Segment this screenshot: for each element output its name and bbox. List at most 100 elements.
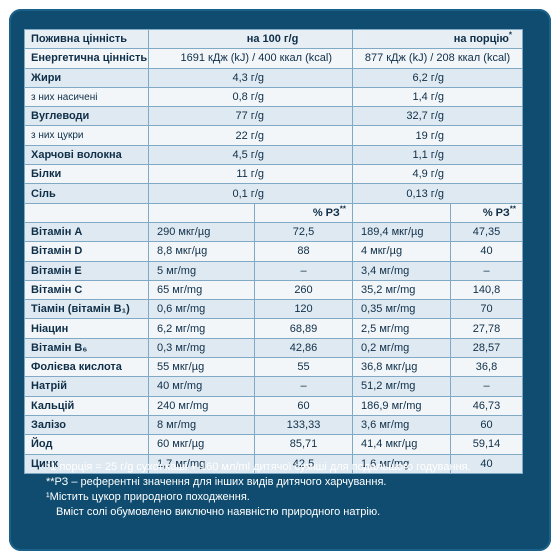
nutrient-label: Сіль	[24, 183, 149, 204]
vitamin-row: Залізо 8 мг/mg 133,33 3,6 мг/mg 60	[24, 414, 523, 436]
nutrient-per-serving: 19 г/g	[352, 125, 523, 146]
footnote-sugar: ¹Містить цукор природного походження.	[46, 491, 250, 503]
vitamin-pct-ri-100g: –	[254, 376, 353, 397]
vitamin-per-serving: 4 мкг/µg	[352, 241, 451, 262]
vitamin-pct-ri-100g: 42,5	[254, 453, 353, 474]
vitamin-row: Фолієва кислота 55 мкг/µg 55 36,8 мкг/µg 36,…	[24, 357, 523, 378]
vitamin-label: Залізо	[24, 414, 149, 436]
vitamin-per-100g: 8,8 мкг/µg	[148, 241, 255, 262]
nutrient-per-100g: 77 г/g	[148, 106, 353, 127]
vitamin-label: Вітамін D	[24, 241, 149, 262]
nutrient-label: Харчові волокна	[24, 144, 149, 166]
nutrient-per-100g: 22 г/g	[148, 125, 353, 146]
vitamin-label: Фолієва кислота	[24, 357, 149, 378]
energy-per-100g: 1691 кДж (kJ) / 400 ккал (kcal)	[148, 48, 353, 69]
vitamin-pct-ri-100g: 88	[254, 241, 353, 262]
nutrient-label: з них цукри	[24, 125, 149, 146]
vitamin-row: Вітамін D 8,8 мкг/µg 88 4 мкг/µg 40	[24, 241, 523, 262]
vitamin-pct-ri-serving: 47,35	[450, 221, 523, 243]
nutrient-per-serving: 32,7 г/g	[352, 106, 523, 127]
vitamin-per-serving: 186,9 мг/mg	[352, 395, 451, 416]
vitamin-label: Вітамін E	[24, 260, 149, 281]
energy-per-serving: 877 кДж (kJ) / 208 ккал (kcal)	[352, 48, 523, 69]
pct-ri-header-serving: % РЗ**	[450, 202, 523, 223]
vitamin-row: Ніацин 6,2 мг/mg 68,89 2,5 мг/mg 27,78	[24, 318, 523, 339]
header-per-100g: на 100 г/g	[148, 28, 353, 50]
nutrient-per-serving: 1,1 г/g	[352, 144, 523, 166]
nutrient-per-100g: 4,3 г/g	[148, 67, 353, 88]
nutrient-row: Жири 4,3 г/g 6,2 г/g	[24, 67, 523, 88]
vitamin-header-blank	[352, 202, 451, 223]
vitamin-pct-ri-serving: 36,8	[450, 357, 523, 378]
vitamin-pct-ri-serving: 40	[450, 241, 523, 262]
vitamin-pct-ri-serving: 59,14	[450, 434, 523, 455]
nutrient-row: Вуглеводи 77 г/g 32,7 г/g	[24, 106, 523, 127]
vitamin-pct-ri-serving: 70	[450, 299, 523, 320]
vitamin-pct-ri-100g: 68,89	[254, 318, 353, 339]
vitamin-header-blank	[24, 202, 149, 223]
vitamin-per-serving: 189,4 мкг/µg	[352, 221, 451, 243]
vitamin-per-serving: 41,4 мкг/µg	[352, 434, 451, 455]
vitamin-pct-ri-100g: 72,5	[254, 221, 353, 243]
footnote-serving: *1 порція = 25 г/g сухої каші + 160 мл/m…	[46, 461, 471, 473]
vitamin-per-serving: 1,6 мг/mg	[352, 453, 451, 474]
energy-row: Енергетична цінність 1691 кДж (kJ) / 400…	[24, 48, 523, 69]
vitamin-label: Вітамін B₆	[24, 337, 149, 359]
vitamin-per-100g: 0,3 мг/mg	[148, 337, 255, 359]
vitamin-label: Йод	[24, 434, 149, 455]
vitamin-pct-ri-serving: 46,73	[450, 395, 523, 416]
vitamin-per-serving: 3,4 мг/mg	[352, 260, 451, 281]
vitamin-row: Тіамін (вітамін B₁) 0,6 мг/mg 120 0,35 мг/m…	[24, 299, 523, 320]
header-per-serving: на порцію*	[352, 28, 523, 50]
footnote-salt: Вміст солі обумовлено виключно наявністю…	[56, 506, 381, 518]
vitamin-label: Вітамін C	[24, 279, 149, 301]
vitamin-pct-ri-100g: 133,33	[254, 414, 353, 436]
nutrient-per-serving: 0,13 г/g	[352, 183, 523, 204]
nutrient-per-100g: 0,1 г/g	[148, 183, 353, 204]
nutrient-label: з них насичені	[24, 86, 149, 108]
vitamin-per-serving: 51,2 мг/mg	[352, 376, 451, 397]
vitamin-per-serving: 3,6 мг/mg	[352, 414, 451, 436]
vitamin-pct-ri-serving: 27,78	[450, 318, 523, 339]
vitamin-per-100g: 8 мг/mg	[148, 414, 255, 436]
vitamin-row: Вітамін C 65 мг/mg 260 35,2 мг/mg 140,8	[24, 279, 523, 301]
vitamin-pct-ri-100g: 260	[254, 279, 353, 301]
vitamin-pct-ri-serving: 40	[450, 453, 523, 474]
vitamin-row: Кальцій 240 мг/mg 60 186,9 мг/mg 46,73	[24, 395, 523, 416]
vitamin-label: Тіамін (вітамін B₁)	[24, 299, 149, 320]
vitamin-pct-ri-serving: –	[450, 376, 523, 397]
nutrient-row: з них цукри 22 г/g 19 г/g	[24, 125, 523, 146]
vitamin-per-100g: 6,2 мг/mg	[148, 318, 255, 339]
vitamin-per-100g: 65 мг/mg	[148, 279, 255, 301]
vitamin-per-serving: 0,2 мг/mg	[352, 337, 451, 359]
vitamin-pct-ri-100g: 60	[254, 395, 353, 416]
vitamin-pct-ri-100g: 55	[254, 357, 353, 378]
vitamin-per-100g: 5 мг/mg	[148, 260, 255, 281]
vitamin-row: Вітамін A 290 мкг/µg 72,5 189,4 мкг/µg 47,35	[24, 221, 523, 243]
vitamin-per-100g: 60 мкг/µg	[148, 434, 255, 455]
vitamin-pct-ri-100g: –	[254, 260, 353, 281]
nutrient-label: Білки	[24, 164, 149, 185]
vitamin-header-row: % РЗ** % РЗ**	[24, 202, 523, 223]
vitamin-header-blank	[148, 202, 255, 223]
vitamin-per-100g: 40 мг/mg	[148, 376, 255, 397]
vitamin-row: Натрій 40 мг/mg –51,2 мг/mg –	[24, 376, 523, 397]
vitamin-label: Ніацин	[24, 318, 149, 339]
nutrient-per-100g: 4,5 г/g	[148, 144, 353, 166]
vitamin-per-100g: 55 мкг/µg	[148, 357, 255, 378]
vitamin-label: Натрій	[24, 376, 149, 397]
vitamin-pct-ri-serving: 60	[450, 414, 523, 436]
vitamin-per-serving: 36,8 мкг/µg	[352, 357, 451, 378]
vitamin-per-100g: 0,6 мг/mg	[148, 299, 255, 320]
vitamin-pct-ri-serving: –	[450, 260, 523, 281]
footnote-reference: **РЗ – референтні значення для інших вид…	[46, 476, 387, 488]
nutrient-label: Жири	[24, 67, 149, 88]
nutrient-per-serving: 1,4 г/g	[352, 86, 523, 108]
vitamin-per-serving: 35,2 мг/mg	[352, 279, 451, 301]
vitamin-pct-ri-100g: 85,71	[254, 434, 353, 455]
nutrient-row: Сіль 0,1 г/g 0,13 г/g	[24, 183, 523, 204]
vitamin-per-serving: 0,35 мг/mg	[352, 299, 451, 320]
vitamin-per-100g: 240 мг/mg	[148, 395, 255, 416]
pct-ri-header-100g: % РЗ**	[254, 202, 353, 223]
